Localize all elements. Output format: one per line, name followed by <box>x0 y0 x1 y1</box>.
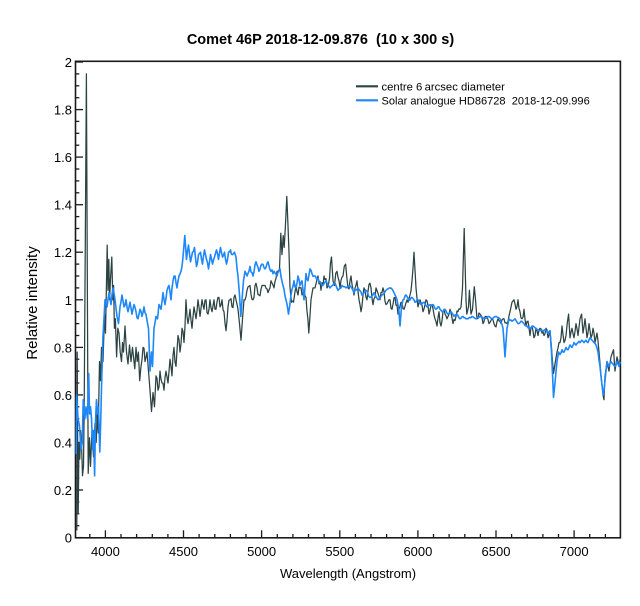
svg-text:6500: 6500 <box>482 544 511 559</box>
svg-text:Comet 46P 2018-12-09.876 (10: Comet 46P 2018-12-09.876 (10 x 300 s) <box>187 32 455 48</box>
svg-text:1.8: 1.8 <box>54 103 72 118</box>
svg-text:Relative intensity: Relative intensity <box>24 246 41 360</box>
svg-text:Solar analogue HD86728 2018-1: Solar analogue HD86728 2018-12-09.996 <box>382 96 590 108</box>
svg-text:4500: 4500 <box>169 544 198 559</box>
svg-text:1.4: 1.4 <box>54 198 72 213</box>
svg-text:centre 6 arcsec diameter: centre 6 arcsec diameter <box>382 82 506 94</box>
svg-text:5000: 5000 <box>247 544 276 559</box>
svg-text:Wavelength (Angstrom): Wavelength (Angstrom) <box>280 566 416 581</box>
svg-text:0.2: 0.2 <box>54 483 72 498</box>
svg-text:0: 0 <box>65 531 72 546</box>
svg-text:7000: 7000 <box>560 544 589 559</box>
svg-text:2: 2 <box>65 55 72 70</box>
svg-text:0.4: 0.4 <box>54 436 72 451</box>
svg-text:5500: 5500 <box>325 544 354 559</box>
svg-text:6000: 6000 <box>403 544 432 559</box>
svg-text:4000: 4000 <box>91 544 120 559</box>
svg-text:1.2: 1.2 <box>54 245 72 260</box>
svg-text:1.6: 1.6 <box>54 150 72 165</box>
svg-text:0.6: 0.6 <box>54 388 72 403</box>
svg-text:1: 1 <box>65 293 72 308</box>
svg-text:0.8: 0.8 <box>54 340 72 355</box>
